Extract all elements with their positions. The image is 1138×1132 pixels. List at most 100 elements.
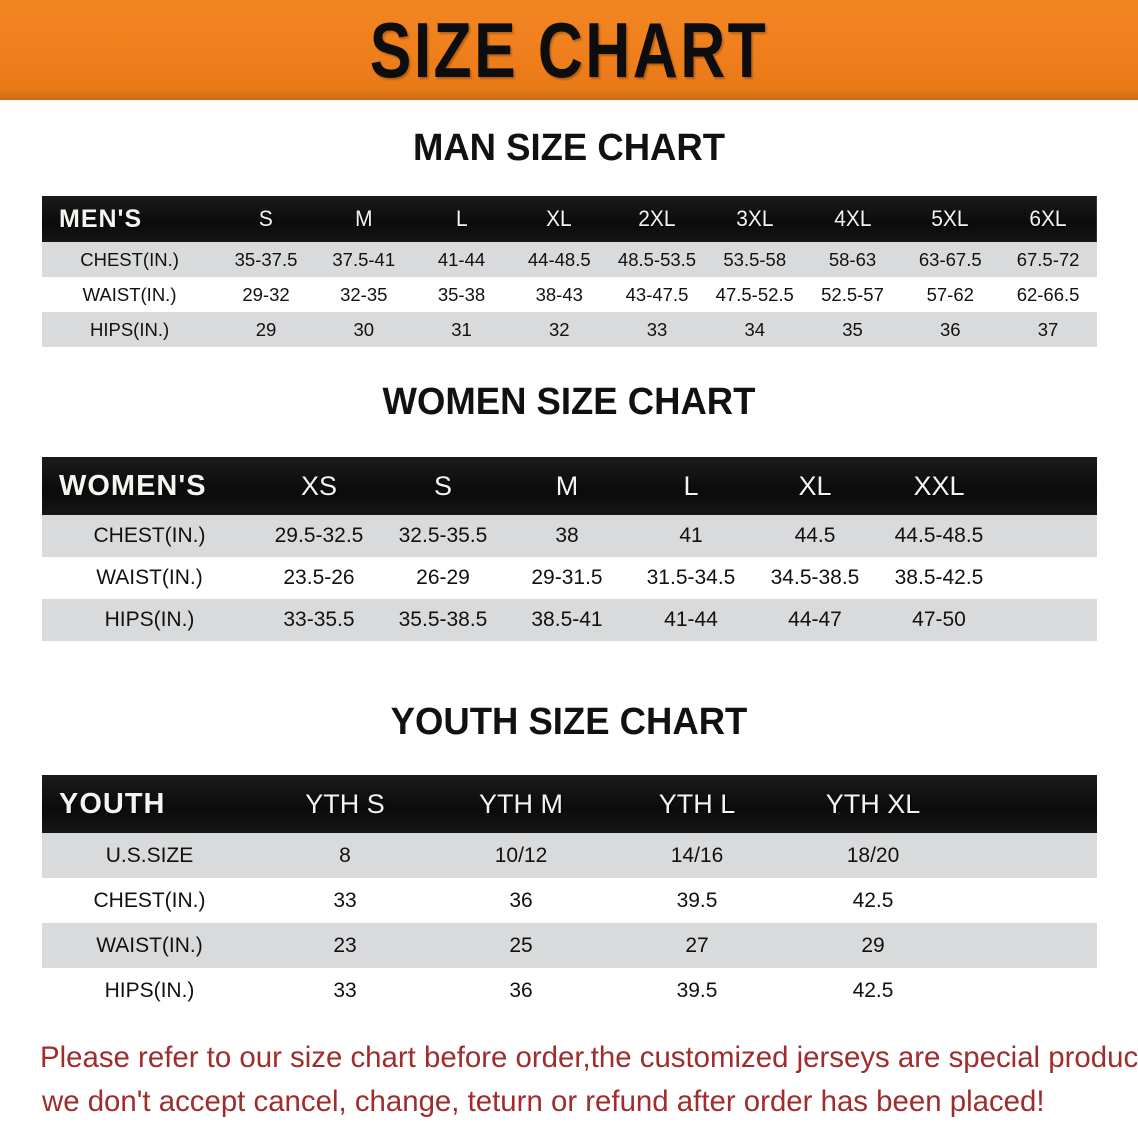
disclaimer-line-2: we don't accept cancel, change, teturn o… — [41, 1085, 1045, 1118]
table-row: CHEST(IN.) 29.5-32.5 32.5-35.5 38 41 44.… — [42, 515, 1097, 557]
page-banner: SIZE CHART — [0, 0, 1138, 100]
youth-cell-3-0: 33 — [333, 978, 357, 1002]
women-cell-spacer — [1001, 557, 1097, 599]
table-row: WAIST(IN.) 23 25 27 29 — [42, 923, 1097, 968]
men-cell-1-5: 47.5-52.5 — [715, 283, 794, 305]
women-col-head-0: XS — [300, 470, 338, 501]
disclaimer: Please refer to our size chart before or… — [40, 1036, 1138, 1124]
men-col-head-2: L — [455, 206, 468, 231]
women-cell-2-2: 38.5-41 — [531, 608, 603, 631]
men-cell-0-4: 48.5-53.5 — [617, 248, 697, 270]
youth-cell-1-0: 33 — [333, 888, 357, 912]
men-cell-2-3: 32 — [548, 318, 570, 340]
youth-head-spacer — [961, 775, 1097, 833]
men-cell-0-3: 44-48.5 — [527, 248, 591, 270]
table-header-row: MEN'S S M L XL 2XL 3XL 4XL 5XL 6XL — [42, 196, 1097, 242]
youth-cell-spacer — [961, 968, 1097, 1013]
men-cell-2-0: 29 — [255, 318, 277, 340]
youth-row-label-0: U.S.SIZE — [105, 843, 194, 867]
youth-cell-2-1: 25 — [509, 933, 533, 957]
women-row-label-1: WAIST(IN.) — [96, 566, 203, 589]
men-cell-0-0: 35-37.5 — [234, 248, 298, 270]
women-cell-1-2: 29-31.5 — [531, 566, 603, 589]
men-cell-0-6: 58-63 — [828, 248, 877, 270]
men-cell-2-2: 31 — [451, 318, 472, 340]
women-cell-spacer — [1001, 599, 1097, 641]
women-col-head-4: XL — [798, 470, 832, 501]
table-row: WAIST(IN.) 23.5-26 26-29 29-31.5 31.5-34… — [42, 557, 1097, 599]
men-cell-0-7: 63-67.5 — [918, 248, 982, 270]
youth-cell-3-1: 36 — [509, 978, 533, 1002]
table-row: WAIST(IN.) 29-32 32-35 35-38 38-43 43-47… — [42, 277, 1097, 312]
women-cell-2-4: 44-47 — [788, 608, 842, 631]
women-cell-1-5: 38.5-42.5 — [894, 566, 984, 589]
table-header-row: WOMEN'S XS S M L XL XXL — [42, 457, 1097, 515]
women-cell-0-3: 41 — [679, 524, 703, 547]
youth-cell-3-2: 39.5 — [676, 978, 718, 1002]
youth-row-label-2: WAIST(IN.) — [96, 933, 203, 957]
women-col-head-3: L — [683, 470, 699, 501]
youth-cell-1-1: 36 — [509, 888, 533, 912]
men-col-head-8: 6XL — [1029, 206, 1067, 231]
youth-cell-0-2: 14/16 — [670, 843, 724, 867]
men-cell-0-2: 41-44 — [437, 248, 486, 270]
youth-cell-2-3: 29 — [861, 933, 885, 957]
youth-cell-spacer — [961, 833, 1097, 878]
women-cell-0-5: 44.5-48.5 — [894, 524, 984, 547]
men-cell-1-0: 29-32 — [242, 283, 290, 305]
women-col-head-2: M — [555, 470, 579, 501]
disclaimer-line-1: Please refer to our size chart before or… — [40, 1041, 1138, 1074]
women-cell-spacer — [1001, 515, 1097, 557]
men-cell-0-8: 67.5-72 — [1016, 248, 1080, 270]
women-cell-2-3: 41-44 — [664, 608, 718, 631]
youth-cell-1-2: 39.5 — [676, 888, 718, 912]
men-cell-1-3: 38-43 — [535, 283, 583, 305]
women-cell-0-4: 44.5 — [794, 524, 836, 547]
men-cell-0-5: 53.5-58 — [723, 248, 787, 270]
table-row: CHEST(IN.) 35-37.5 37.5-41 41-44 44-48.5… — [42, 242, 1097, 277]
women-head-spacer — [1001, 457, 1097, 515]
men-cell-1-4: 43-47.5 — [625, 283, 689, 305]
women-cell-1-0: 23.5-26 — [283, 566, 355, 589]
men-cell-1-2: 35-38 — [437, 283, 486, 305]
men-row-label-1: WAIST(IN.) — [82, 283, 177, 305]
women-cell-1-3: 31.5-34.5 — [646, 566, 736, 589]
men-col-head-5: 3XL — [736, 206, 774, 231]
men-cell-2-5: 34 — [744, 318, 766, 340]
table-header-row: YOUTH YTH S YTH M YTH L YTH XL — [42, 775, 1097, 833]
women-col-head-1: S — [433, 470, 452, 501]
men-col-head-0: S — [259, 206, 273, 231]
men-col-head-6: 4XL — [833, 206, 872, 231]
men-row-label-2: HIPS(IN.) — [89, 318, 170, 340]
women-cell-2-1: 35.5-38.5 — [398, 608, 488, 631]
women-row-label-0: CHEST(IN.) — [93, 524, 206, 547]
table-row: HIPS(IN.) 33 36 39.5 42.5 — [42, 968, 1097, 1013]
women-corner-label: WOMEN'S — [59, 469, 207, 502]
section-title-women: WOMEN SIZE CHART — [382, 381, 756, 423]
men-cell-2-8: 37 — [1037, 318, 1059, 340]
section-title-youth: YOUTH SIZE CHART — [390, 701, 748, 743]
youth-cell-0-0: 8 — [339, 843, 351, 867]
men-cell-0-1: 37.5-41 — [332, 248, 396, 270]
men-col-head-1: M — [355, 206, 373, 231]
women-cell-0-1: 32.5-35.5 — [398, 524, 488, 547]
women-cell-2-0: 33-35.5 — [283, 608, 355, 631]
men-cell-2-1: 30 — [353, 318, 375, 340]
youth-row-label-3: HIPS(IN.) — [104, 978, 195, 1002]
men-row-label-0: CHEST(IN.) — [80, 248, 179, 270]
youth-cell-0-3: 18/20 — [846, 843, 900, 867]
youth-cell-2-2: 27 — [685, 933, 709, 957]
youth-size-table: YOUTH YTH S YTH M YTH L YTH XL U.S.SIZE … — [42, 775, 1097, 1013]
youth-cell-0-1: 10/12 — [494, 843, 548, 867]
youth-col-head-1: YTH M — [479, 788, 563, 819]
men-cell-2-7: 36 — [939, 318, 961, 340]
youth-col-head-0: YTH S — [305, 788, 385, 819]
men-size-table: MEN'S S M L XL 2XL 3XL 4XL 5XL 6XL CHEST… — [42, 196, 1097, 347]
youth-col-head-3: YTH XL — [825, 788, 921, 819]
men-cell-2-4: 33 — [646, 318, 668, 340]
page-title: SIZE CHART — [369, 6, 769, 94]
table-row: HIPS(IN.) 33-35.5 35.5-38.5 38.5-41 41-4… — [42, 599, 1097, 641]
men-col-head-4: 2XL — [638, 206, 676, 231]
men-corner-label: MEN'S — [59, 204, 143, 233]
